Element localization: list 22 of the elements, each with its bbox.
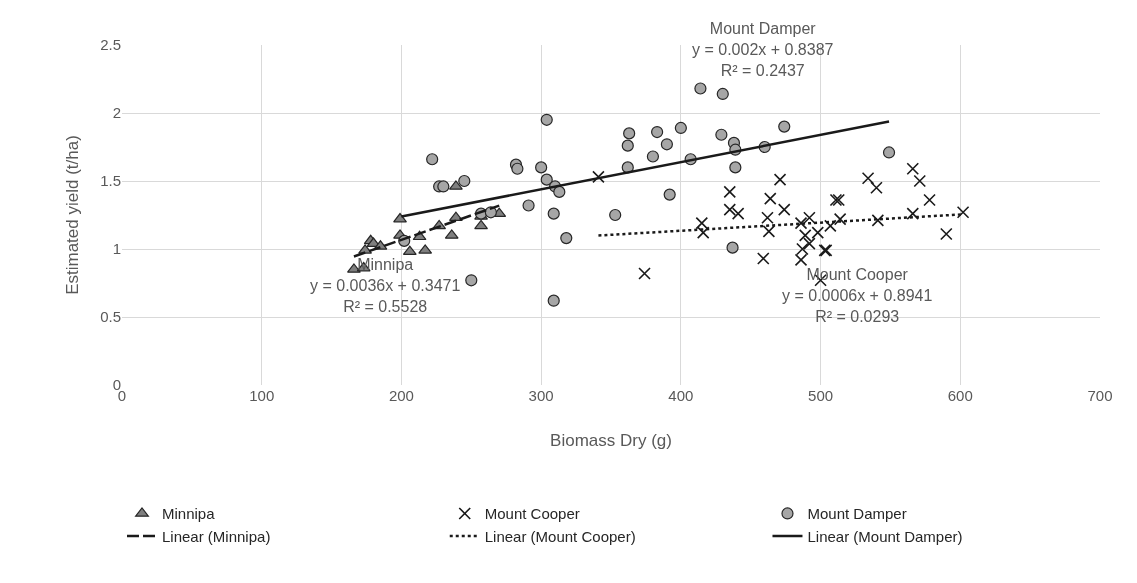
x-tick-label: 600: [947, 387, 973, 404]
y-tick-label: 0.5: [100, 308, 121, 326]
y-axis-title: Estimated yield (t/ha): [63, 135, 82, 295]
legend-label: Mount Damper: [807, 505, 907, 523]
x-tick-label: 300: [528, 387, 554, 404]
x-tick-label: 100: [249, 387, 275, 404]
legend-label: Minnipa: [162, 505, 216, 523]
legend-label: Linear (Mount Damper): [807, 527, 963, 545]
y-tick-label: 1: [112, 240, 121, 258]
legend-label: Mount Cooper: [484, 505, 580, 523]
x-tick-label: 200: [388, 387, 414, 404]
y-tick-label: 2.5: [100, 36, 121, 54]
x-tick-label: 400: [668, 387, 694, 404]
legend-label: Linear (Mount Cooper): [484, 527, 636, 545]
y-tick-label: 1.5: [100, 172, 121, 190]
annotation: Mount Damper y = 0.002x + 0.8387 R² = 0.2437: [692, 20, 834, 79]
x-tick-label: 700: [1087, 387, 1113, 404]
x-axis-title: Biomass Dry (g): [550, 431, 672, 450]
annotation: Mount Cooper y = 0.0006x + 0.8941 R² = 0.0293: [782, 266, 933, 325]
legend-label: Linear (Minnipa): [162, 527, 271, 545]
x-tick-label: 500: [808, 387, 834, 404]
y-tick-label: 2: [112, 104, 121, 122]
